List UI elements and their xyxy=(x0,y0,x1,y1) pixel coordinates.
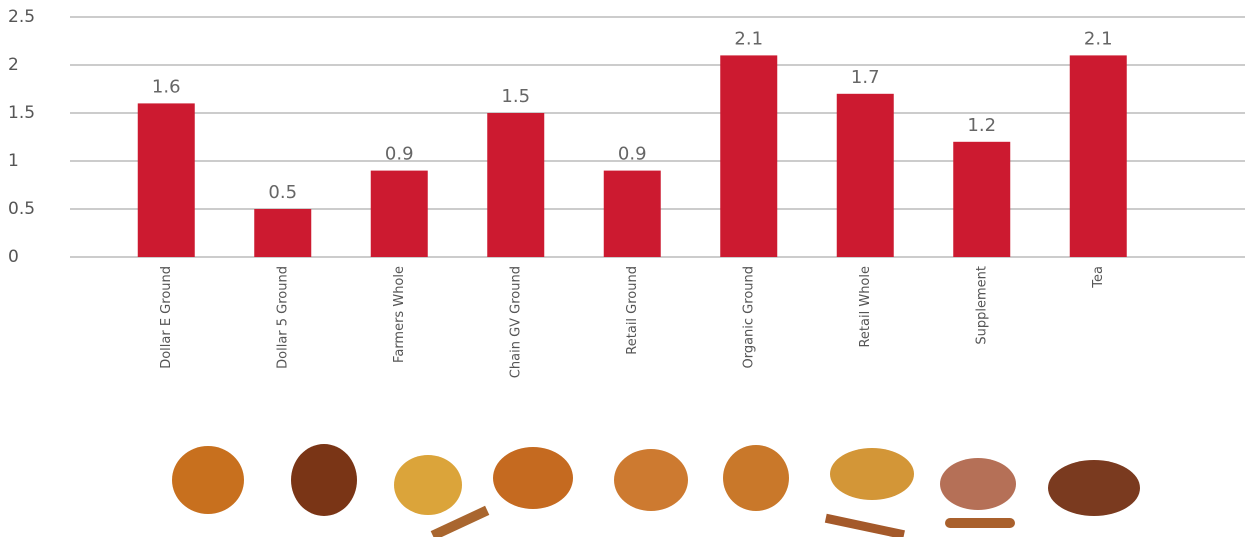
x-tick-label: Dollar 5 Ground xyxy=(275,266,290,369)
cinnamon-stick xyxy=(430,505,490,537)
bar xyxy=(370,170,428,257)
y-tick-label: 2 xyxy=(8,55,19,75)
x-tick-label: Organic Ground xyxy=(741,266,756,369)
y-tick-label: 1.5 xyxy=(8,103,35,123)
value-label: 1.2 xyxy=(967,115,996,136)
value-label: 2.1 xyxy=(734,28,763,49)
y-tick-label: 2.5 xyxy=(8,7,35,27)
y-tick-label: 1 xyxy=(8,151,19,171)
bar xyxy=(836,93,894,257)
bar xyxy=(137,103,195,258)
bar xyxy=(1069,55,1127,258)
x-tick-label: Farmers Whole xyxy=(392,266,407,363)
bar xyxy=(720,55,778,258)
bar xyxy=(254,209,312,257)
y-tick-label: 0.5 xyxy=(8,199,35,219)
spice-pile xyxy=(394,455,462,515)
bar xyxy=(953,141,1011,257)
x-tick-label: Dollar E Ground xyxy=(159,266,174,369)
bar xyxy=(603,170,661,257)
cinnamon-stick xyxy=(945,518,1015,528)
spice-pile xyxy=(172,446,244,514)
x-tick-label: Supplement xyxy=(974,266,989,345)
spice-pile xyxy=(291,444,357,516)
value-label: 1.6 xyxy=(152,76,181,97)
spice-pile xyxy=(723,445,789,511)
x-tick-label: Retail Ground xyxy=(625,266,640,355)
value-label: 0.9 xyxy=(385,144,414,165)
y-tick-label: 0 xyxy=(8,247,19,267)
value-label: 1.5 xyxy=(501,86,530,107)
spice-pile xyxy=(940,458,1016,510)
spice-pile xyxy=(1048,460,1140,516)
bar xyxy=(487,113,545,257)
spice-images xyxy=(172,444,1140,537)
value-label: 0.9 xyxy=(618,144,647,165)
spice-pile xyxy=(830,448,914,500)
x-tick-label: Tea xyxy=(1091,266,1106,289)
spice-pile xyxy=(614,449,688,511)
x-tick-label: Retail Whole xyxy=(858,266,873,348)
spice-pile xyxy=(493,447,573,509)
value-label: 0.5 xyxy=(268,182,297,203)
cinnamon-stick xyxy=(824,513,905,537)
value-label: 1.7 xyxy=(851,67,880,88)
x-tick-label: Chain GV Ground xyxy=(508,266,523,378)
value-label: 2.1 xyxy=(1084,28,1113,49)
